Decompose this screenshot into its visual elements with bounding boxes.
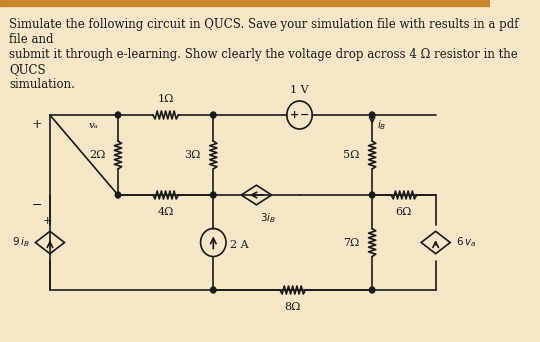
Circle shape <box>211 112 216 118</box>
Bar <box>0 0 490 6</box>
Text: vₐ: vₐ <box>88 120 98 130</box>
Text: +: + <box>43 215 52 225</box>
Text: 3Ω: 3Ω <box>184 150 200 160</box>
Circle shape <box>211 192 216 198</box>
Text: 5Ω: 5Ω <box>343 150 360 160</box>
Text: 1Ω: 1Ω <box>158 94 174 104</box>
Text: 2 A: 2 A <box>230 239 248 250</box>
Text: 6Ω: 6Ω <box>396 207 412 217</box>
Text: +: + <box>32 118 43 132</box>
Text: 1 V: 1 V <box>290 85 309 95</box>
Text: $6\,v_a$: $6\,v_a$ <box>456 236 476 249</box>
Text: +: + <box>291 110 300 120</box>
Text: Simulate the following circuit in QUCS. Save your simulation file with results i: Simulate the following circuit in QUCS. … <box>9 18 518 91</box>
Circle shape <box>211 287 216 293</box>
Text: $9\,i_B$: $9\,i_B$ <box>12 236 30 249</box>
Text: 8Ω: 8Ω <box>285 302 301 312</box>
Circle shape <box>369 112 375 118</box>
Text: $3i_B$: $3i_B$ <box>260 211 276 225</box>
Circle shape <box>369 287 375 293</box>
Text: $i_B$: $i_B$ <box>377 118 386 132</box>
Text: −: − <box>32 198 43 211</box>
Circle shape <box>369 192 375 198</box>
Text: −: − <box>299 110 309 120</box>
Text: 7Ω: 7Ω <box>343 237 360 248</box>
Text: 2Ω: 2Ω <box>89 150 105 160</box>
Circle shape <box>115 192 121 198</box>
Text: 4Ω: 4Ω <box>158 207 174 217</box>
Circle shape <box>115 112 121 118</box>
